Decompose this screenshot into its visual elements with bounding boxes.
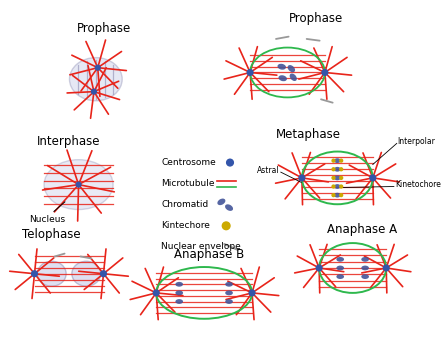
Ellipse shape (225, 299, 233, 304)
Circle shape (322, 69, 328, 75)
Text: Prophase: Prophase (289, 12, 343, 25)
Circle shape (340, 194, 343, 197)
Circle shape (299, 175, 305, 181)
Circle shape (340, 185, 343, 188)
Ellipse shape (334, 158, 341, 163)
Text: Centrosome: Centrosome (161, 158, 216, 167)
Circle shape (332, 185, 335, 188)
Circle shape (332, 159, 335, 162)
Circle shape (95, 65, 100, 70)
Ellipse shape (277, 64, 286, 70)
Ellipse shape (37, 261, 66, 286)
Circle shape (227, 159, 233, 166)
Ellipse shape (175, 299, 183, 304)
Circle shape (340, 177, 343, 179)
Ellipse shape (225, 204, 233, 211)
Ellipse shape (336, 266, 344, 270)
Ellipse shape (336, 274, 344, 279)
Ellipse shape (334, 184, 341, 189)
Ellipse shape (334, 167, 341, 172)
Ellipse shape (334, 193, 341, 198)
Text: Anaphase B: Anaphase B (174, 248, 244, 261)
Ellipse shape (175, 291, 183, 295)
Ellipse shape (336, 257, 344, 262)
Text: Astral: Astral (257, 166, 280, 175)
Text: Prophase: Prophase (76, 22, 131, 35)
Text: Chromatid: Chromatid (161, 200, 208, 209)
Ellipse shape (225, 291, 233, 295)
Text: Anaphase A: Anaphase A (327, 223, 397, 236)
Circle shape (332, 194, 335, 197)
Circle shape (383, 265, 389, 271)
Circle shape (91, 89, 96, 94)
Ellipse shape (361, 274, 369, 279)
Text: Nuclear envelope: Nuclear envelope (161, 243, 241, 251)
Ellipse shape (289, 73, 297, 81)
Text: Microtubule: Microtubule (161, 179, 215, 188)
Ellipse shape (70, 58, 122, 101)
Circle shape (332, 177, 335, 179)
Text: Metaphase: Metaphase (276, 128, 341, 141)
Circle shape (153, 290, 159, 296)
Ellipse shape (44, 160, 113, 210)
Text: Kinetochore: Kinetochore (395, 180, 441, 189)
Ellipse shape (334, 176, 341, 180)
Ellipse shape (72, 261, 101, 286)
Circle shape (316, 265, 322, 271)
Circle shape (223, 222, 230, 230)
Circle shape (76, 182, 81, 187)
Circle shape (332, 168, 335, 171)
Text: Interpolar: Interpolar (398, 137, 436, 146)
Ellipse shape (288, 65, 295, 72)
Ellipse shape (278, 75, 287, 81)
Circle shape (340, 159, 343, 162)
Ellipse shape (217, 199, 225, 205)
Ellipse shape (225, 282, 233, 287)
Text: Kintechore: Kintechore (161, 221, 210, 230)
Ellipse shape (361, 257, 369, 262)
Circle shape (370, 175, 376, 181)
Ellipse shape (361, 266, 369, 270)
Circle shape (101, 271, 107, 277)
Circle shape (249, 290, 255, 296)
Circle shape (247, 69, 253, 75)
Ellipse shape (175, 282, 183, 287)
Text: Nucleus: Nucleus (29, 214, 65, 224)
Circle shape (32, 271, 37, 277)
Text: Interphase: Interphase (37, 135, 101, 148)
Text: Telophase: Telophase (22, 228, 81, 241)
Circle shape (340, 168, 343, 171)
